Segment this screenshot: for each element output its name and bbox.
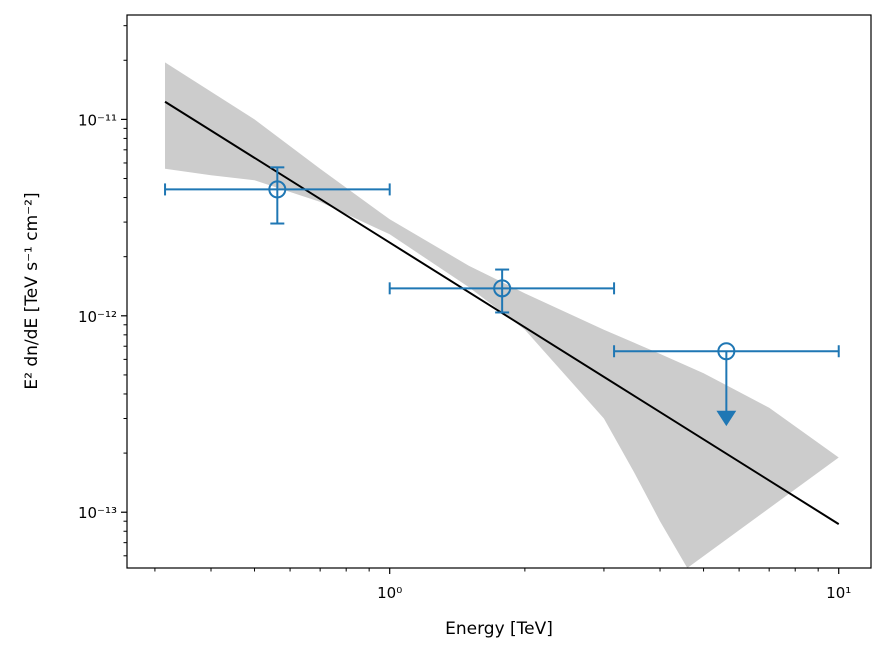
plot-frame (126, 14, 872, 569)
flux-point-3 (613, 342, 840, 427)
upper-limit-arrow-head (716, 410, 737, 427)
flux-point-marker (493, 279, 512, 298)
y-tick-label: 10⁻¹¹ (78, 111, 117, 129)
axis-ticks-layer: 10⁰ 10¹ 10⁻¹³ 10⁻¹² 10⁻¹¹ (78, 25, 851, 602)
y-tick-label: 10⁻¹² (78, 308, 117, 326)
x-tick-label: 10⁰ (377, 584, 402, 602)
flux-point-1 (164, 166, 391, 225)
y-tick-label: 10⁻¹³ (78, 504, 117, 522)
x-axis-label: Energy [TeV] (445, 619, 553, 639)
flux-points-layer (164, 166, 840, 427)
flux-point-marker (717, 342, 736, 361)
x-tick-label: 10¹ (826, 584, 851, 602)
flux-point-marker (268, 180, 287, 199)
flux-point-2 (388, 268, 616, 314)
y-axis-label: E² dn/dE [TeV s⁻¹ cm⁻²] (22, 192, 42, 389)
